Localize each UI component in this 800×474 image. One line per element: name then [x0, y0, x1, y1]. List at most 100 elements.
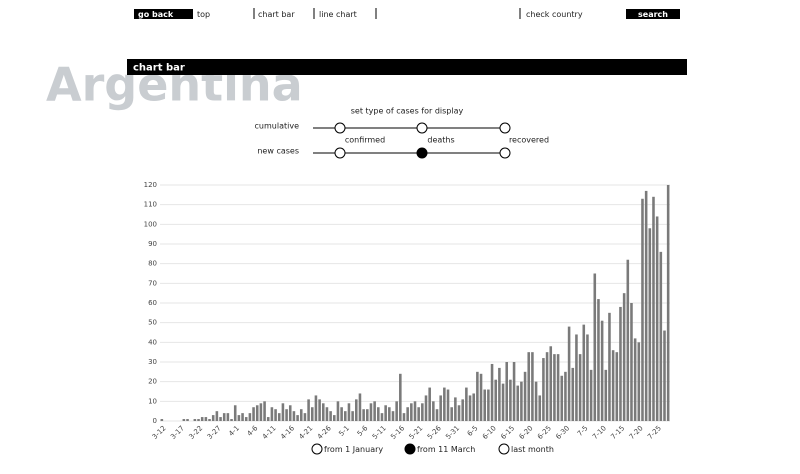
x-tick-label: 5-6 — [356, 424, 370, 438]
bar — [483, 389, 486, 421]
x-tick-label: 4-26 — [316, 424, 333, 441]
y-tick-label: 100 — [144, 220, 157, 228]
bar — [266, 417, 270, 421]
bar — [494, 379, 498, 421]
x-tick-label: 5-26 — [426, 424, 443, 441]
range-radio[interactable] — [404, 443, 416, 455]
option-radio[interactable] — [334, 147, 346, 159]
bar — [655, 216, 659, 421]
bar — [241, 413, 244, 421]
bar — [310, 407, 314, 421]
range-radio[interactable] — [498, 443, 510, 455]
bar — [263, 401, 266, 421]
bar — [424, 395, 428, 421]
bar — [578, 354, 582, 421]
bar — [523, 371, 527, 421]
row-label: cumulative — [255, 122, 300, 131]
bar — [439, 395, 442, 421]
bar — [362, 409, 365, 421]
range-label[interactable]: last month — [511, 445, 554, 454]
range-label[interactable]: from 1 January — [324, 445, 383, 454]
bar — [277, 413, 281, 421]
bar — [582, 324, 586, 421]
bar — [608, 312, 611, 421]
bar — [285, 409, 288, 421]
bar — [450, 407, 453, 421]
option-radio[interactable] — [499, 122, 511, 134]
bar — [358, 393, 362, 421]
bar — [659, 251, 663, 421]
range-radio[interactable] — [311, 443, 323, 455]
column-label: confirmed — [345, 136, 385, 145]
nav-link[interactable]: line chart — [319, 10, 357, 19]
y-tick-label: 40 — [148, 338, 157, 346]
bar — [589, 369, 593, 421]
x-tick-label: 6-15 — [499, 424, 516, 441]
y-tick-label: 90 — [148, 240, 157, 248]
option-radio[interactable] — [416, 122, 428, 134]
bar — [527, 352, 531, 421]
bar — [270, 407, 274, 421]
y-tick-label: 0 — [153, 417, 157, 425]
x-tick-label: 5-31 — [444, 424, 461, 441]
bar — [501, 383, 505, 421]
back-button[interactable] — [134, 9, 193, 19]
bar — [252, 407, 255, 421]
bar — [186, 419, 189, 421]
bar — [446, 389, 450, 421]
x-tick-label: 4-11 — [261, 424, 278, 441]
bar — [556, 354, 560, 421]
y-tick-label: 120 — [144, 181, 157, 189]
bar — [443, 387, 446, 421]
bar — [630, 303, 633, 421]
option-radio[interactable] — [334, 122, 346, 134]
search-label[interactable]: search — [638, 10, 668, 19]
bar — [410, 403, 413, 421]
bar — [399, 373, 402, 421]
bar — [281, 403, 285, 421]
bar — [553, 354, 556, 421]
section-bar — [127, 59, 687, 75]
y-tick-label: 70 — [148, 279, 157, 287]
x-tick-label: 3-22 — [187, 424, 204, 441]
bar — [307, 399, 310, 421]
bar — [204, 417, 208, 421]
option-radio[interactable] — [416, 147, 428, 159]
bar — [593, 273, 597, 421]
bar — [516, 385, 520, 421]
bar — [600, 320, 604, 421]
bar — [549, 346, 553, 421]
nav-link[interactable]: chart bar — [258, 10, 295, 19]
bar — [318, 399, 321, 421]
bar — [571, 367, 575, 421]
bar — [531, 352, 534, 421]
x-tick-label: 4-21 — [298, 424, 315, 441]
option-radio[interactable] — [499, 147, 511, 159]
bar — [413, 401, 417, 421]
search-button[interactable] — [626, 9, 680, 19]
y-tick-label: 20 — [148, 378, 157, 386]
x-tick-label: 4-1 — [227, 424, 241, 438]
bar — [542, 358, 545, 421]
range-label[interactable]: from 11 March — [417, 445, 475, 454]
x-tick-label: 5-11 — [371, 424, 388, 441]
x-tick-label: 4-16 — [279, 424, 296, 441]
check-country[interactable]: check country — [526, 10, 583, 19]
back-label[interactable]: go back — [138, 10, 174, 19]
bar — [454, 397, 457, 421]
nav-link[interactable]: top — [197, 10, 210, 19]
x-tick-label: 3-27 — [206, 424, 223, 441]
bar — [435, 409, 439, 421]
bar — [325, 407, 329, 421]
bar — [666, 185, 670, 421]
x-tick-label: 7-15 — [609, 424, 626, 441]
bar — [160, 419, 164, 421]
x-tick-label: 6-10 — [481, 424, 498, 441]
bar — [274, 409, 277, 421]
bar — [487, 389, 490, 421]
y-tick-label: 50 — [148, 319, 157, 327]
bar — [622, 293, 626, 421]
x-tick-label: 7-5 — [576, 424, 590, 438]
bar — [512, 362, 516, 421]
